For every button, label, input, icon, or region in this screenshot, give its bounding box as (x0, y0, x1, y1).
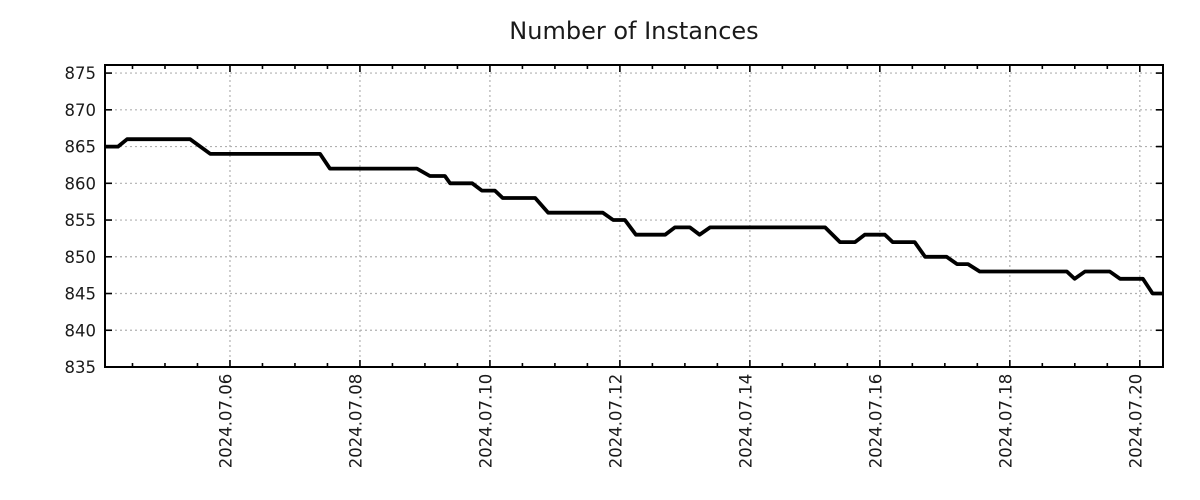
x-tick-label: 2024.07.20 (1126, 374, 1145, 468)
y-tick-label: 860 (65, 174, 97, 193)
x-tick-label: 2024.07.08 (346, 374, 365, 468)
chart-title: Number of Instances (509, 17, 758, 45)
y-tick-label: 865 (65, 138, 97, 157)
data-series (105, 137, 1163, 296)
gridlines (105, 65, 1163, 367)
x-tick-label: 2024.07.16 (866, 374, 885, 468)
x-tick-label: 2024.07.18 (996, 374, 1015, 468)
y-tick-label: 850 (65, 248, 97, 267)
series-line (105, 137, 1163, 296)
y-tick-label: 840 (65, 321, 97, 340)
y-tick-label: 875 (65, 64, 97, 83)
axis-tick-labels: 875 870 865 860 855 850 845 840 835 2024.07.06 202… (65, 64, 1146, 468)
x-tick-label: 2024.07.06 (216, 374, 235, 468)
y-tick-label: 870 (65, 101, 97, 120)
axes-spines (104, 64, 1164, 368)
y-tick-label: 835 (65, 358, 97, 377)
axis-ticks (105, 65, 1163, 368)
y-tick-label: 855 (65, 211, 97, 230)
x-tick-label: 2024.07.10 (476, 374, 495, 468)
x-tick-label: 2024.07.12 (606, 374, 625, 468)
x-tick-label: 2024.07.14 (736, 374, 755, 468)
plot-border (104, 64, 1164, 368)
y-tick-label: 845 (65, 285, 97, 304)
